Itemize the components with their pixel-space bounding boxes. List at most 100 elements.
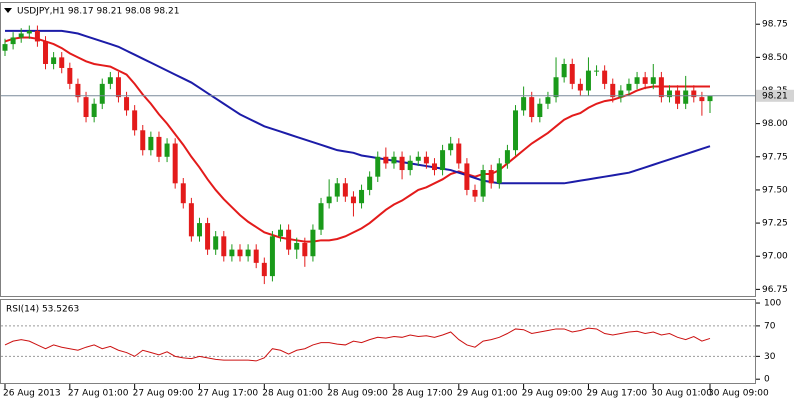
menu-arrow <box>4 8 12 13</box>
candle-body <box>132 110 138 131</box>
candle-body <box>666 90 672 98</box>
candle-body <box>634 77 640 84</box>
candle-body <box>650 77 656 84</box>
x-tick-label: 30 Aug 09:00 <box>708 389 769 399</box>
candle-body <box>107 77 113 84</box>
candle-body <box>399 156 405 171</box>
x-tick-label: 28 Aug 01:00 <box>262 389 323 399</box>
candle-body <box>310 229 316 257</box>
candle-body <box>326 196 332 204</box>
candle-body <box>205 223 211 250</box>
candle-body <box>391 156 397 164</box>
candle-body <box>658 77 664 98</box>
candle-body <box>34 30 40 42</box>
candle-body <box>278 229 284 237</box>
y-tick-label: 97.75 <box>762 152 788 162</box>
candle-body <box>99 83 105 104</box>
candle-body <box>415 156 421 161</box>
y-tick-label: 0 <box>764 375 770 385</box>
candle-body <box>367 176 373 190</box>
y-tick-label: 30 <box>764 352 776 362</box>
candle-body <box>51 57 57 64</box>
candle-body <box>610 83 616 98</box>
candle-body <box>67 67 73 84</box>
rsi-line <box>4 327 711 362</box>
candle-body <box>407 160 413 171</box>
candle-body <box>269 236 275 277</box>
candle-body <box>140 130 146 151</box>
candle-body <box>180 183 186 204</box>
candle-body <box>626 83 632 91</box>
candle-body <box>164 143 170 157</box>
x-tick-label: 29 Aug 01:00 <box>457 389 518 399</box>
candle-body <box>707 95 713 102</box>
candle-body <box>553 77 559 98</box>
x-tick-label: 27 Aug 01:00 <box>68 389 129 399</box>
y-tick-label: 98.00 <box>762 119 788 129</box>
y-tick-label: 97.25 <box>762 219 788 229</box>
candle-body <box>375 156 381 177</box>
rsi-panel <box>0 299 756 384</box>
x-tick-label: 28 Aug 17:00 <box>392 389 453 399</box>
candle-body <box>10 37 16 45</box>
candle-body <box>521 97 527 111</box>
candle-body <box>456 143 462 164</box>
candle-body <box>237 249 243 257</box>
candle-body <box>261 262 267 277</box>
candle-body <box>115 77 121 98</box>
y-tick-label: 98.75 <box>762 20 788 30</box>
x-tick-label: 27 Aug 09:00 <box>133 389 194 399</box>
candle-body <box>359 189 365 204</box>
candle-body <box>196 223 202 237</box>
candle-body <box>602 70 608 84</box>
candle-body <box>302 242 308 257</box>
candle-body <box>229 249 235 257</box>
candle-body <box>124 97 130 111</box>
candle-body <box>480 170 486 197</box>
x-tick-label: 30 Aug 01:00 <box>651 389 712 399</box>
y-tick-label: 97.50 <box>762 185 788 195</box>
candle-body <box>83 97 89 118</box>
candle-body <box>585 70 591 91</box>
y-tick-label: 97.00 <box>762 252 788 262</box>
candle-body <box>2 44 8 51</box>
candle-body <box>318 203 324 230</box>
current-price-label: 98.21 <box>762 91 788 101</box>
candle-body <box>472 189 478 197</box>
chart-title: USDJPY,H1 98.17 98.21 98.08 98.21 <box>17 7 179 17</box>
candle-body <box>488 170 494 184</box>
main-panel <box>0 2 756 297</box>
candle-body <box>464 163 470 190</box>
candle-body <box>221 236 227 257</box>
candle-body <box>691 90 697 98</box>
candle-body <box>504 150 510 164</box>
x-tick-label: 29 Aug 09:00 <box>522 389 583 399</box>
candle-body <box>431 163 437 171</box>
candle-body <box>448 143 454 151</box>
candle-body <box>213 236 219 250</box>
candle-body <box>342 183 348 197</box>
candle-body <box>18 33 24 38</box>
candle-body <box>156 136 162 157</box>
candle-body <box>286 229 292 250</box>
candle-body <box>594 70 600 72</box>
y-tick-label: 96.75 <box>762 285 788 295</box>
candle-body <box>188 203 194 237</box>
y-tick-label: 70 <box>764 321 776 331</box>
rsi-title: RSI(14) 53.5263 <box>6 305 79 315</box>
candle-body <box>75 83 81 98</box>
candle-body <box>513 110 519 151</box>
x-tick-label: 27 Aug 17:00 <box>197 389 258 399</box>
candle-body <box>496 163 502 184</box>
candle-body <box>91 103 97 118</box>
candle-body <box>383 156 389 164</box>
candle-body <box>699 97 705 102</box>
candle-body <box>440 150 446 171</box>
y-tick-label: 98.50 <box>762 53 788 63</box>
y-tick-label: 100 <box>764 299 781 309</box>
x-tick-label: 26 Aug 2013 <box>3 389 61 399</box>
candle-body <box>675 90 681 104</box>
candle-body <box>683 90 689 104</box>
